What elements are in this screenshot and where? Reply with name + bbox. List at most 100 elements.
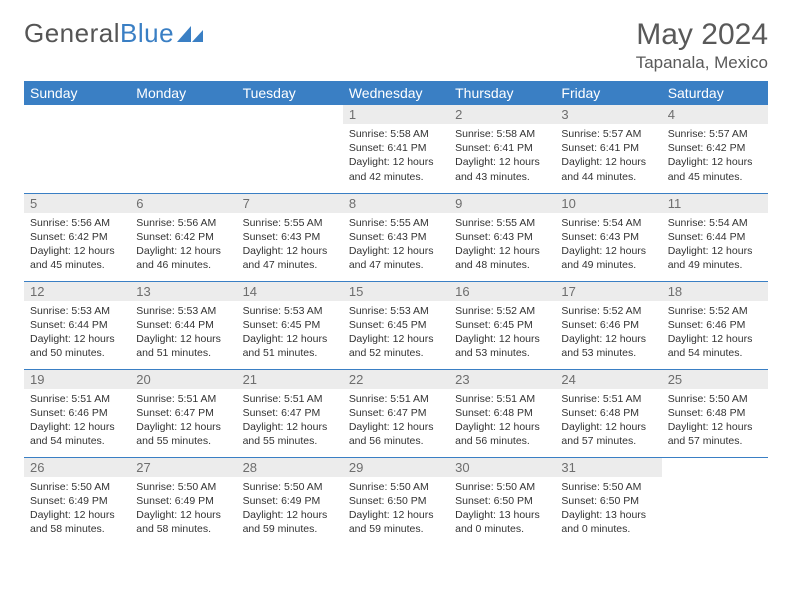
day-number: 22 (343, 370, 449, 389)
day-details: Sunrise: 5:50 AMSunset: 6:48 PMDaylight:… (662, 389, 768, 453)
day-details: Sunrise: 5:57 AMSunset: 6:42 PMDaylight:… (662, 124, 768, 188)
weekday-header: Friday (555, 81, 661, 105)
calendar-cell: 4Sunrise: 5:57 AMSunset: 6:42 PMDaylight… (662, 105, 768, 193)
day-details: Sunrise: 5:53 AMSunset: 6:44 PMDaylight:… (130, 301, 236, 365)
day-details: Sunrise: 5:55 AMSunset: 6:43 PMDaylight:… (449, 213, 555, 277)
day-details: Sunrise: 5:50 AMSunset: 6:49 PMDaylight:… (237, 477, 343, 541)
day-details: Sunrise: 5:50 AMSunset: 6:49 PMDaylight:… (130, 477, 236, 541)
calendar-cell: 16Sunrise: 5:52 AMSunset: 6:45 PMDayligh… (449, 281, 555, 369)
day-details: Sunrise: 5:51 AMSunset: 6:47 PMDaylight:… (130, 389, 236, 453)
calendar-cell: 17Sunrise: 5:52 AMSunset: 6:46 PMDayligh… (555, 281, 661, 369)
logo-sail-icon (177, 26, 205, 44)
day-number: 17 (555, 282, 661, 301)
day-details: Sunrise: 5:50 AMSunset: 6:50 PMDaylight:… (555, 477, 661, 541)
calendar-row: 19Sunrise: 5:51 AMSunset: 6:46 PMDayligh… (24, 369, 768, 457)
day-details: Sunrise: 5:57 AMSunset: 6:41 PMDaylight:… (555, 124, 661, 188)
day-details: Sunrise: 5:50 AMSunset: 6:50 PMDaylight:… (343, 477, 449, 541)
calendar-row: 12Sunrise: 5:53 AMSunset: 6:44 PMDayligh… (24, 281, 768, 369)
logo-text-2: Blue (120, 18, 174, 49)
day-details: Sunrise: 5:51 AMSunset: 6:48 PMDaylight:… (449, 389, 555, 453)
calendar-cell: 19Sunrise: 5:51 AMSunset: 6:46 PMDayligh… (24, 369, 130, 457)
weekday-header-row: SundayMondayTuesdayWednesdayThursdayFrid… (24, 81, 768, 105)
calendar-row: 26Sunrise: 5:50 AMSunset: 6:49 PMDayligh… (24, 457, 768, 545)
weekday-header: Sunday (24, 81, 130, 105)
logo: GeneralBlue (24, 18, 205, 49)
day-number: 1 (343, 105, 449, 124)
day-details: Sunrise: 5:51 AMSunset: 6:47 PMDaylight:… (343, 389, 449, 453)
weekday-header: Tuesday (237, 81, 343, 105)
calendar-cell: 27Sunrise: 5:50 AMSunset: 6:49 PMDayligh… (130, 457, 236, 545)
day-details: Sunrise: 5:55 AMSunset: 6:43 PMDaylight:… (237, 213, 343, 277)
calendar-cell: 10Sunrise: 5:54 AMSunset: 6:43 PMDayligh… (555, 193, 661, 281)
weekday-header: Thursday (449, 81, 555, 105)
day-number: 14 (237, 282, 343, 301)
day-details: Sunrise: 5:53 AMSunset: 6:45 PMDaylight:… (343, 301, 449, 365)
weekday-header: Monday (130, 81, 236, 105)
calendar-cell: 7Sunrise: 5:55 AMSunset: 6:43 PMDaylight… (237, 193, 343, 281)
day-number: 31 (555, 458, 661, 477)
day-details: Sunrise: 5:53 AMSunset: 6:44 PMDaylight:… (24, 301, 130, 365)
calendar-cell (130, 105, 236, 193)
day-number: 20 (130, 370, 236, 389)
day-details: Sunrise: 5:56 AMSunset: 6:42 PMDaylight:… (24, 213, 130, 277)
day-number: 23 (449, 370, 555, 389)
day-number: 8 (343, 194, 449, 213)
location: Tapanala, Mexico (636, 53, 768, 73)
calendar-row: 5Sunrise: 5:56 AMSunset: 6:42 PMDaylight… (24, 193, 768, 281)
calendar-cell: 20Sunrise: 5:51 AMSunset: 6:47 PMDayligh… (130, 369, 236, 457)
day-number: 3 (555, 105, 661, 124)
calendar-cell: 23Sunrise: 5:51 AMSunset: 6:48 PMDayligh… (449, 369, 555, 457)
day-details: Sunrise: 5:55 AMSunset: 6:43 PMDaylight:… (343, 213, 449, 277)
day-details: Sunrise: 5:52 AMSunset: 6:46 PMDaylight:… (555, 301, 661, 365)
calendar-row: 1Sunrise: 5:58 AMSunset: 6:41 PMDaylight… (24, 105, 768, 193)
month-title: May 2024 (636, 18, 768, 52)
day-details: Sunrise: 5:52 AMSunset: 6:46 PMDaylight:… (662, 301, 768, 365)
calendar-cell: 28Sunrise: 5:50 AMSunset: 6:49 PMDayligh… (237, 457, 343, 545)
calendar-cell (24, 105, 130, 193)
day-number: 21 (237, 370, 343, 389)
calendar-cell: 13Sunrise: 5:53 AMSunset: 6:44 PMDayligh… (130, 281, 236, 369)
day-details: Sunrise: 5:53 AMSunset: 6:45 PMDaylight:… (237, 301, 343, 365)
calendar-body: 1Sunrise: 5:58 AMSunset: 6:41 PMDaylight… (24, 105, 768, 545)
day-number: 11 (662, 194, 768, 213)
logo-text-1: General (24, 18, 120, 49)
day-details: Sunrise: 5:51 AMSunset: 6:46 PMDaylight:… (24, 389, 130, 453)
day-number: 18 (662, 282, 768, 301)
calendar-cell: 5Sunrise: 5:56 AMSunset: 6:42 PMDaylight… (24, 193, 130, 281)
calendar-cell: 12Sunrise: 5:53 AMSunset: 6:44 PMDayligh… (24, 281, 130, 369)
calendar-cell: 31Sunrise: 5:50 AMSunset: 6:50 PMDayligh… (555, 457, 661, 545)
day-details: Sunrise: 5:50 AMSunset: 6:50 PMDaylight:… (449, 477, 555, 541)
day-number: 25 (662, 370, 768, 389)
title-block: May 2024 Tapanala, Mexico (636, 18, 768, 73)
day-number: 24 (555, 370, 661, 389)
day-number: 2 (449, 105, 555, 124)
calendar-cell: 21Sunrise: 5:51 AMSunset: 6:47 PMDayligh… (237, 369, 343, 457)
day-number: 6 (130, 194, 236, 213)
header: GeneralBlue May 2024 Tapanala, Mexico (24, 18, 768, 73)
day-number: 26 (24, 458, 130, 477)
day-number: 15 (343, 282, 449, 301)
day-details: Sunrise: 5:51 AMSunset: 6:47 PMDaylight:… (237, 389, 343, 453)
calendar-cell: 2Sunrise: 5:58 AMSunset: 6:41 PMDaylight… (449, 105, 555, 193)
calendar-cell: 30Sunrise: 5:50 AMSunset: 6:50 PMDayligh… (449, 457, 555, 545)
day-number: 10 (555, 194, 661, 213)
day-number: 29 (343, 458, 449, 477)
calendar-cell (662, 457, 768, 545)
calendar-cell: 11Sunrise: 5:54 AMSunset: 6:44 PMDayligh… (662, 193, 768, 281)
calendar-cell: 9Sunrise: 5:55 AMSunset: 6:43 PMDaylight… (449, 193, 555, 281)
calendar-cell: 29Sunrise: 5:50 AMSunset: 6:50 PMDayligh… (343, 457, 449, 545)
day-details: Sunrise: 5:52 AMSunset: 6:45 PMDaylight:… (449, 301, 555, 365)
day-details: Sunrise: 5:54 AMSunset: 6:43 PMDaylight:… (555, 213, 661, 277)
day-number: 16 (449, 282, 555, 301)
calendar-cell: 1Sunrise: 5:58 AMSunset: 6:41 PMDaylight… (343, 105, 449, 193)
calendar-cell: 8Sunrise: 5:55 AMSunset: 6:43 PMDaylight… (343, 193, 449, 281)
calendar-cell: 15Sunrise: 5:53 AMSunset: 6:45 PMDayligh… (343, 281, 449, 369)
calendar-cell: 24Sunrise: 5:51 AMSunset: 6:48 PMDayligh… (555, 369, 661, 457)
day-number: 13 (130, 282, 236, 301)
calendar-table: SundayMondayTuesdayWednesdayThursdayFrid… (24, 81, 768, 545)
day-number: 9 (449, 194, 555, 213)
day-number: 12 (24, 282, 130, 301)
day-details: Sunrise: 5:58 AMSunset: 6:41 PMDaylight:… (343, 124, 449, 188)
day-number: 5 (24, 194, 130, 213)
day-number: 30 (449, 458, 555, 477)
